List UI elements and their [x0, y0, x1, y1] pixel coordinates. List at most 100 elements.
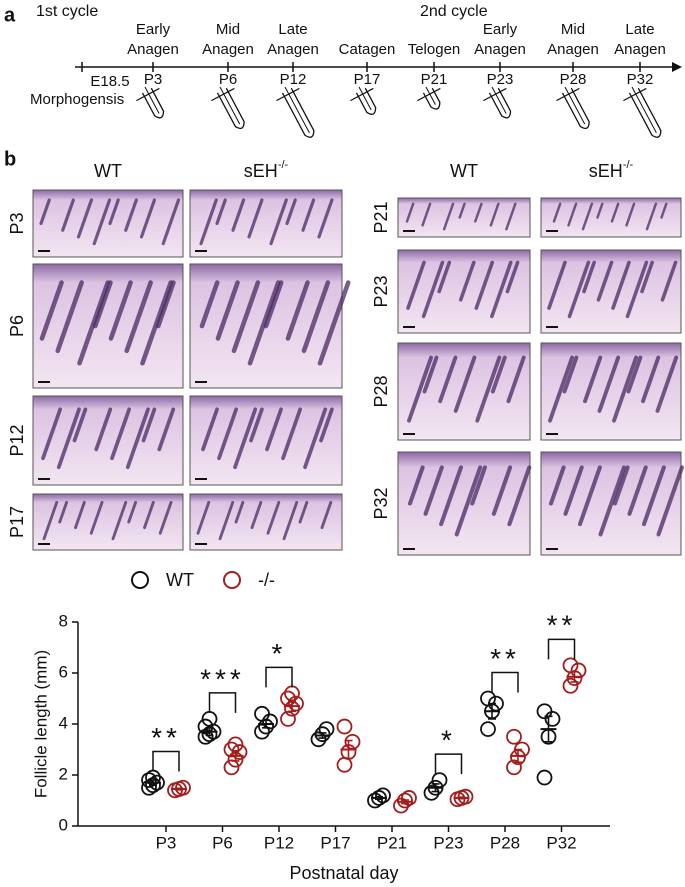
x-tick-label: P32: [546, 833, 576, 852]
stage-label: Mid: [561, 21, 585, 38]
stage-label: Late: [625, 21, 654, 38]
follicle: [234, 500, 245, 524]
follicle: [458, 202, 466, 219]
follicle: [548, 355, 575, 423]
data-point: [562, 657, 579, 674]
data-point: [536, 769, 553, 786]
data-point: [562, 677, 579, 694]
significance-bracket: [208, 692, 237, 713]
y-axis-label: Follicle length (mm): [31, 650, 50, 798]
follicle: [406, 260, 426, 310]
follicle: [505, 260, 520, 294]
icon-hair: [425, 86, 436, 105]
icon-skin: [417, 87, 441, 102]
day-label: P28: [560, 71, 587, 88]
histology-image: [540, 197, 682, 238]
day-label: P3: [144, 71, 162, 88]
day-label: P17: [354, 71, 381, 88]
data-point: [336, 756, 353, 773]
follicle: [567, 260, 591, 319]
follicle: [454, 465, 483, 537]
follicle: [124, 198, 138, 232]
follicle: [92, 280, 113, 329]
x-axis-label: Postnatal day: [289, 863, 398, 883]
follicle: [155, 280, 176, 329]
follicle: [506, 355, 526, 404]
follicle: [108, 280, 133, 341]
column-label: WT: [450, 161, 478, 181]
error-bar: [544, 715, 553, 743]
follicle: [470, 465, 487, 506]
data-point: [145, 777, 161, 794]
error-bar: [457, 796, 466, 800]
follicle: [438, 355, 458, 404]
y-tick-label: 6: [59, 662, 68, 681]
column-label-sup: -/-: [623, 159, 634, 171]
follicle: [58, 500, 69, 524]
data-point: [197, 718, 214, 735]
legend-marker: [131, 571, 149, 589]
follicle: [39, 280, 64, 341]
follicle-icon: [211, 86, 245, 130]
follicle: [39, 198, 51, 226]
stage-label: Anagen: [267, 41, 319, 58]
follicle: [298, 500, 309, 524]
follicle: [110, 407, 131, 461]
follicle: [247, 280, 281, 366]
histology-image: [189, 189, 343, 258]
follicle: [266, 500, 281, 535]
error-bar: [514, 748, 522, 764]
follicle: [125, 407, 150, 470]
follicle: [612, 355, 639, 423]
follicle: [301, 198, 316, 232]
error-bar: [488, 702, 496, 720]
icon-hair: [219, 86, 241, 125]
icon-hair: [358, 86, 372, 111]
data-point: [423, 784, 440, 801]
stage-label: Anagen: [202, 41, 254, 58]
icon-skin: [276, 87, 300, 102]
data-point: [397, 792, 413, 809]
follicle: [627, 465, 648, 516]
icon-hair: [284, 86, 310, 134]
column-label-sup: -/-: [278, 159, 289, 171]
follicle: [563, 465, 584, 516]
legend-label: WT: [166, 570, 194, 590]
follicle: [319, 407, 334, 443]
follicle: [92, 198, 112, 246]
significance-bracket: [152, 750, 180, 772]
legend-marker: [223, 571, 241, 589]
data-point: [506, 759, 522, 776]
error-bar: [205, 727, 214, 737]
follicle: [597, 355, 621, 413]
follicle: [250, 500, 263, 530]
follicle: [641, 355, 661, 404]
x-tick-label: P23: [433, 833, 463, 852]
error-bar: [570, 670, 579, 683]
follicle: [76, 198, 93, 239]
significance-bracket: [434, 753, 463, 775]
follicle: [625, 260, 649, 319]
icon-follicle: [422, 87, 441, 110]
follicle: [215, 198, 227, 226]
follicle: [217, 407, 238, 461]
follicle: [215, 280, 240, 341]
y-tick-label: 8: [59, 611, 68, 630]
stage-label: Catagen: [339, 41, 396, 58]
follicle: [263, 280, 284, 329]
x-tick-label: P12: [264, 833, 294, 852]
follicle: [577, 465, 602, 527]
stage-label: Anagen: [614, 41, 666, 58]
follicle: [111, 500, 128, 541]
follicle: [423, 465, 444, 516]
follicle: [567, 202, 578, 227]
follicle: [562, 355, 579, 394]
stage-label: Early: [136, 21, 171, 38]
day-label: P12: [280, 71, 307, 88]
icon-skin: [556, 87, 580, 102]
icon-skin: [211, 87, 235, 102]
follicle: [89, 500, 104, 535]
follicle: [612, 465, 630, 506]
y-tick-label: 2: [59, 764, 68, 783]
